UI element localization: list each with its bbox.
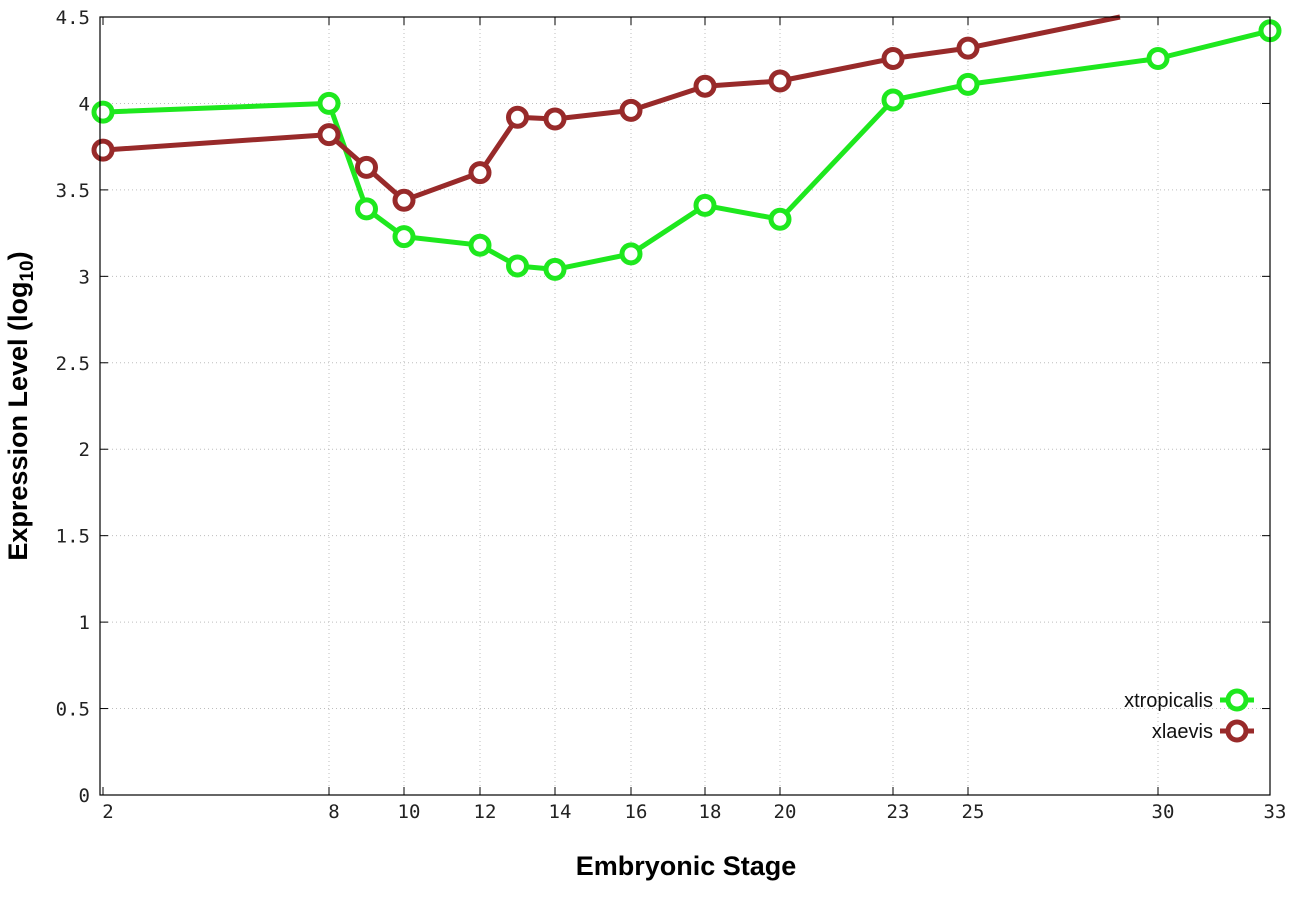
x-tick-label: 23 — [887, 801, 910, 823]
data-point-xlaevis — [619, 98, 643, 122]
data-point-xtropicalis — [619, 242, 643, 266]
y-tick-label: 4 — [79, 93, 90, 115]
data-point-xlaevis — [468, 161, 492, 185]
y-tick-label: 3.5 — [56, 180, 90, 202]
legend-label-xtropicalis: xtropicalis — [1124, 690, 1213, 712]
data-point-xlaevis — [506, 105, 529, 129]
data-point-xtropicalis — [768, 207, 792, 231]
data-point-xtropicalis — [317, 91, 341, 115]
data-point-xlaevis — [392, 188, 416, 212]
y-tick-label: 0.5 — [56, 699, 90, 721]
plot-frame — [99, 16, 1271, 796]
legend-marker-xlaevis — [1225, 719, 1249, 743]
x-tick-label: 10 — [398, 801, 421, 823]
y-tick-label: 3 — [79, 266, 90, 288]
data-point-xtropicalis — [1146, 47, 1170, 70]
legend: xtropicalis xlaevis — [1124, 688, 1254, 743]
series-line-xtropicalis — [102, 28, 1271, 272]
data-point-xtropicalis — [881, 88, 905, 112]
y-tick-label: 2.5 — [56, 353, 90, 375]
data-point-xlaevis — [768, 69, 792, 93]
data-point-xlaevis — [956, 36, 980, 60]
data-point-xlaevis — [317, 123, 341, 147]
data-point-xlaevis — [543, 107, 567, 131]
x-tick-label: 30 — [1152, 801, 1175, 823]
y-axis-title-main: Expression Level (log — [3, 282, 33, 561]
y-tick-label: 1.5 — [56, 526, 90, 548]
grid — [100, 17, 1270, 795]
data-point-xtropicalis — [355, 197, 378, 221]
x-tick-label: 18 — [699, 801, 722, 823]
x-tick-label: 8 — [328, 801, 339, 823]
x-tick-label: 16 — [625, 801, 648, 823]
x-axis-title: Embryonic Stage — [576, 851, 797, 881]
data-point-xlaevis — [693, 74, 717, 98]
data-point-xlaevis — [91, 138, 115, 162]
data-point-xtropicalis — [956, 72, 980, 96]
y-axis-title: Expression Level (log10) — [3, 251, 38, 560]
data-point-xtropicalis — [392, 225, 416, 249]
y-tick-label: 4.5 — [56, 7, 90, 29]
data-point-xlaevis — [355, 155, 378, 179]
series-layer — [91, 14, 1282, 281]
data-point-xtropicalis — [506, 254, 529, 278]
data-point-xtropicalis — [693, 193, 717, 217]
data-point-xlaevis — [881, 47, 905, 70]
x-axis-ticks: 2 8 10 12 14 16 18 20 23 25 30 33 — [102, 17, 1286, 823]
x-tick-label: 2 — [102, 801, 113, 823]
y-axis-ticks: 0 0.5 1 1.5 2 2.5 3 3.5 4 4.5 — [56, 7, 1270, 807]
legend-label-xlaevis: xlaevis — [1152, 721, 1213, 743]
data-point-xtropicalis — [91, 100, 115, 124]
legend-marker-xtropicalis — [1225, 688, 1249, 712]
y-axis-title-close: ) — [3, 251, 33, 260]
x-tick-label: 25 — [962, 801, 985, 823]
x-tick-label: 20 — [774, 801, 797, 823]
data-point-xtropicalis — [468, 233, 492, 257]
y-tick-label: 2 — [79, 439, 90, 461]
x-tick-label: 14 — [549, 801, 572, 823]
x-tick-label: 33 — [1264, 801, 1287, 823]
x-tick-label: 12 — [474, 801, 497, 823]
y-axis-title-subscript: 10 — [17, 260, 38, 281]
data-point-xtropicalis — [543, 257, 567, 281]
y-tick-label: 0 — [79, 785, 90, 807]
y-tick-label: 1 — [79, 612, 90, 634]
